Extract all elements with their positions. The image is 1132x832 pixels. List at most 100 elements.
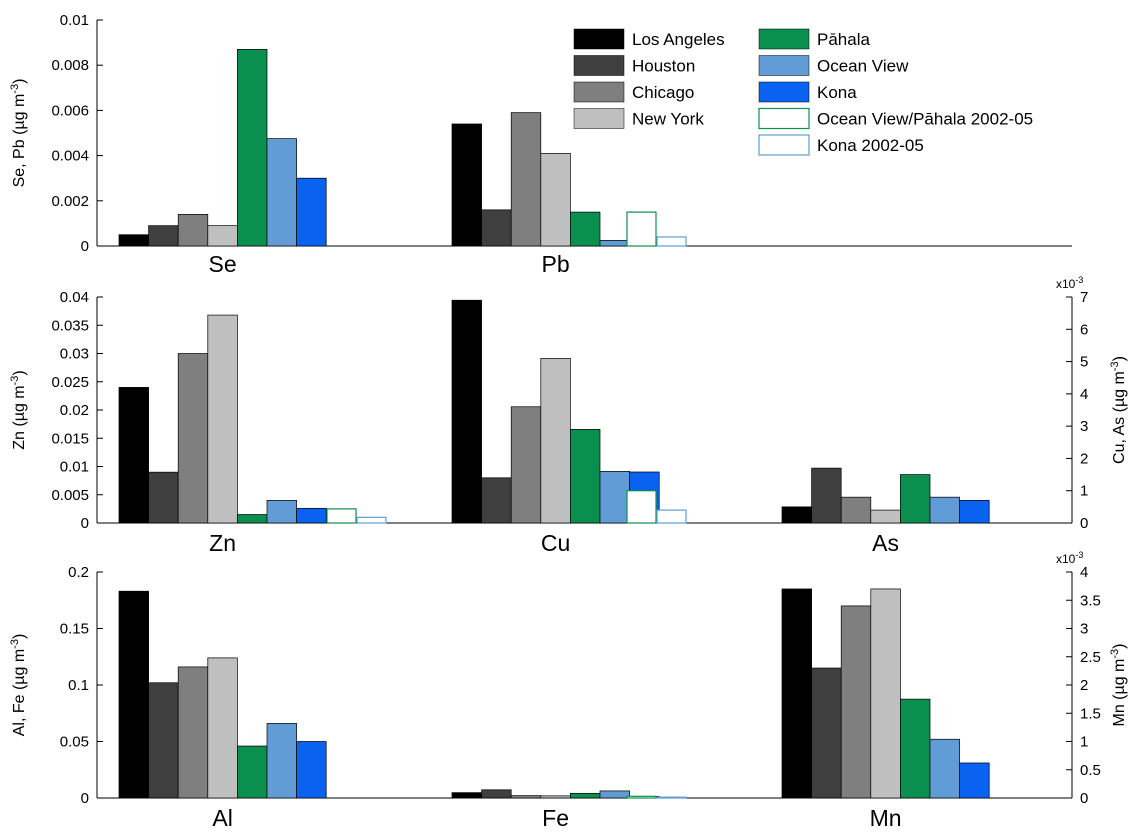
bar-cu-houston	[481, 477, 512, 524]
bar-pb-chicago	[510, 112, 542, 247]
legend-label: Kona 2002-05	[817, 136, 924, 155]
bar-as-new-york	[870, 509, 901, 524]
y-tick-label: 0.008	[51, 57, 89, 74]
chart-panels: 0 0.002 0.004 0.006 0.008 0.01 Se, Pb (µg m-3)…	[9, 12, 1128, 831]
legend-label: Houston	[632, 57, 695, 76]
bar-cu-ocean-view-p-hala-2002-05	[626, 490, 657, 524]
bar-as-kona	[959, 500, 990, 524]
bar-as-p-hala	[900, 474, 931, 524]
bar-as-houston	[811, 467, 842, 524]
bar-pb-kona-2002-05	[656, 236, 687, 247]
legend-swatch	[758, 134, 810, 156]
bar-fe-los-angeles	[451, 792, 482, 799]
bar-fe-houston	[481, 789, 512, 799]
y-right-tick-label: 0	[1080, 790, 1088, 807]
bar-se-ocean-view	[266, 138, 297, 247]
legend-label: Los Angeles	[632, 30, 725, 49]
category-label-pb: Pb	[542, 251, 570, 277]
bar-al-ocean-view	[266, 723, 297, 799]
y-tick-label: 0.2	[68, 564, 89, 581]
legend-label: Ocean View/Pāhala 2002-05	[817, 110, 1033, 129]
y-right-axis-label: Mn (µg m-3)	[1109, 644, 1128, 727]
legend-swatch	[758, 81, 810, 103]
bar-al-chicago	[177, 666, 209, 799]
y-tick-label: 0.004	[51, 148, 89, 165]
bar-se-houston	[148, 225, 179, 247]
y-right-tick-label: 1	[1080, 734, 1088, 751]
panel-1: 0 0.005 0.01 0.015 0.02 0.025 0.03 0.035 0.04 0 1 2…	[9, 275, 1128, 556]
axis-multiplier: x10-3	[1056, 550, 1083, 566]
bar-pb-los-angeles	[451, 123, 482, 247]
bar-cu-ocean-view	[599, 470, 630, 524]
legend-item-new-york: New York	[573, 108, 704, 129]
bar-pb-p-hala	[570, 211, 601, 247]
bar-al-los-angeles	[118, 590, 149, 799]
y-tick-label: 0.15	[60, 621, 89, 638]
y-tick-label: 0.05	[60, 734, 89, 751]
bar-mn-houston	[811, 667, 842, 799]
bar-cu-kona-2002-05	[656, 509, 687, 524]
y-right-tick-label: 2	[1080, 677, 1088, 694]
y-tick-label: 0.04	[60, 289, 89, 306]
bar-cu-chicago	[510, 406, 542, 524]
legend-item-los-angeles: Los Angeles	[573, 28, 725, 50]
y-axis-label: Se, Pb (µg m-3)	[9, 79, 28, 188]
bar-cu-los-angeles	[451, 299, 482, 524]
y-tick-label: 0.01	[60, 12, 89, 29]
y-right-tick-label: 2	[1080, 450, 1088, 467]
bar-as-los-angeles	[781, 506, 812, 524]
bar-fe-p-hala	[570, 792, 601, 799]
y-tick-label: 0.006	[51, 102, 89, 119]
y-right-tick-label: 7	[1080, 289, 1088, 306]
y-right-tick-label: 4	[1080, 386, 1088, 403]
y-tick-label: 0.002	[51, 193, 89, 210]
y-tick-label: 0.02	[60, 402, 89, 419]
bar-pb-new-york	[540, 152, 571, 247]
category-label-zn: Zn	[209, 530, 236, 556]
y-right-tick-label: 0	[1080, 515, 1088, 532]
bar-al-kona	[296, 741, 327, 799]
y-right-axis-label: Cu, As (µg m-3)	[1109, 356, 1128, 464]
legend-swatch	[758, 28, 810, 50]
axis-multiplier: x10-3	[1056, 275, 1083, 291]
bar-fe-ocean-view	[599, 790, 630, 799]
bar-zn-chicago	[177, 353, 209, 524]
y-axis-label-text: Zn (µg m-3)	[9, 370, 28, 449]
category-label-se: Se	[209, 251, 237, 277]
bar-zn-los-angeles	[118, 387, 149, 524]
legend-swatch	[758, 55, 810, 76]
bar-al-houston	[148, 682, 179, 799]
y-tick-label: 0.1	[68, 677, 89, 694]
bar-se-los-angeles	[118, 234, 149, 247]
y-tick-label: 0.005	[51, 487, 89, 504]
category-label-as: As	[872, 530, 899, 556]
bar-zn-new-york	[207, 314, 238, 524]
legend-label: Chicago	[632, 83, 694, 102]
legend-swatch	[758, 107, 810, 130]
y-right-tick-label: 0.5	[1080, 762, 1101, 779]
y-right-tick-label: 4	[1080, 564, 1088, 581]
category-label-al: Al	[212, 805, 232, 831]
legend-label: Pāhala	[817, 30, 870, 49]
bar-zn-houston	[148, 471, 179, 524]
y-right-tick-label: 3	[1080, 621, 1088, 638]
bar-se-new-york	[207, 225, 238, 247]
bar-as-ocean-view	[929, 496, 960, 524]
legend-item-houston: Houston	[573, 55, 695, 76]
legend-swatch	[573, 28, 625, 50]
bar-mn-los-angeles	[781, 588, 812, 799]
category-label-fe: Fe	[542, 805, 569, 831]
bar-zn-p-hala	[237, 514, 268, 524]
bar-fe-kona-2002-05	[656, 796, 687, 799]
y-right-tick-label: 6	[1080, 321, 1088, 338]
y-axis-label: Zn (µg m-3)	[9, 370, 28, 449]
legend-item-ocean-view: Ocean View	[758, 55, 909, 76]
y-right-axis-label-text: Cu, As (µg m-3)	[1109, 356, 1128, 464]
category-label-mn: Mn	[870, 805, 902, 831]
bar-mn-new-york	[870, 588, 901, 799]
bar-mn-chicago	[840, 605, 872, 799]
y-right-tick-label: 1	[1080, 483, 1088, 500]
category-label-cu: Cu	[541, 530, 570, 556]
